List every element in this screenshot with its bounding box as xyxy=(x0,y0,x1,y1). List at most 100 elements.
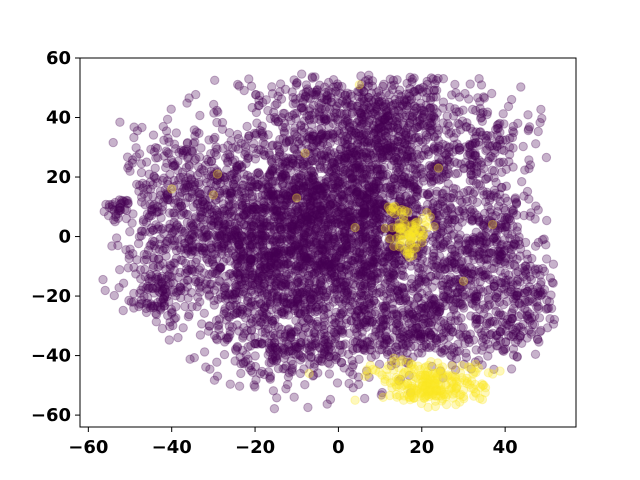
data-point xyxy=(278,249,288,259)
data-point xyxy=(279,263,289,273)
data-point xyxy=(302,239,312,249)
data-point xyxy=(287,209,297,219)
data-point xyxy=(257,209,267,219)
data-point xyxy=(298,232,308,242)
data-point xyxy=(126,297,137,307)
data-point xyxy=(241,202,252,213)
data-point xyxy=(355,219,365,229)
data-point xyxy=(286,154,296,164)
data-point xyxy=(358,211,369,222)
data-point xyxy=(204,257,214,268)
data-point xyxy=(204,135,214,145)
data-point xyxy=(329,157,339,168)
data-point xyxy=(241,158,251,169)
data-point xyxy=(142,184,153,195)
data-point xyxy=(453,222,463,232)
data-point xyxy=(429,131,439,142)
data-point xyxy=(324,352,334,362)
data-point xyxy=(232,226,243,236)
data-point xyxy=(268,193,279,203)
data-point xyxy=(299,230,309,240)
data-point xyxy=(245,229,255,240)
data-point xyxy=(205,321,215,331)
data-point xyxy=(279,353,289,363)
data-point xyxy=(448,111,459,121)
data-point xyxy=(196,207,206,217)
data-point xyxy=(291,315,301,326)
data-point xyxy=(237,254,247,264)
data-point xyxy=(278,188,288,198)
data-point xyxy=(319,240,329,251)
data-point xyxy=(232,186,242,196)
data-point xyxy=(147,283,157,293)
data-point xyxy=(238,357,249,368)
data-point xyxy=(259,253,270,263)
data-point xyxy=(335,308,346,319)
data-point xyxy=(234,244,244,255)
data-point xyxy=(236,246,246,256)
data-point xyxy=(191,257,201,268)
data-point xyxy=(232,268,242,278)
data-point xyxy=(476,80,487,90)
data-point xyxy=(236,217,246,227)
data-point xyxy=(283,310,294,320)
data-point xyxy=(472,210,482,220)
data-point xyxy=(242,121,252,132)
data-point xyxy=(228,179,238,189)
data-point xyxy=(405,183,415,193)
data-point xyxy=(329,203,339,214)
data-point xyxy=(401,191,412,201)
data-point xyxy=(316,277,326,288)
data-point xyxy=(300,308,311,318)
data-point xyxy=(218,222,228,232)
data-point xyxy=(248,231,258,242)
data-point xyxy=(169,139,180,149)
data-point xyxy=(296,299,306,309)
data-point xyxy=(186,259,196,270)
data-point xyxy=(308,210,319,221)
data-point xyxy=(359,203,370,213)
data-point xyxy=(155,234,166,244)
data-point xyxy=(310,147,321,157)
data-point xyxy=(239,269,250,279)
data-point xyxy=(305,275,315,286)
data-point xyxy=(468,195,478,205)
data-point xyxy=(302,218,313,228)
data-point xyxy=(297,236,307,246)
data-point xyxy=(522,186,533,197)
data-point xyxy=(247,191,258,202)
data-point xyxy=(257,183,267,193)
data-point xyxy=(202,276,212,286)
data-point xyxy=(292,288,302,299)
data-point xyxy=(182,275,192,285)
data-point xyxy=(162,236,173,246)
data-point xyxy=(203,230,214,240)
data-point xyxy=(255,214,266,225)
data-point xyxy=(239,193,250,204)
data-point xyxy=(266,166,276,176)
data-point xyxy=(183,312,194,322)
data-point xyxy=(246,254,256,264)
data-point xyxy=(275,162,286,172)
data-point xyxy=(405,332,415,342)
data-point xyxy=(251,148,262,159)
data-point xyxy=(285,230,295,240)
data-point xyxy=(257,177,268,187)
data-point xyxy=(207,269,217,279)
data-point xyxy=(339,193,349,204)
data-point xyxy=(297,103,307,113)
data-point xyxy=(331,219,341,229)
data-point xyxy=(324,233,334,243)
data-point xyxy=(304,254,315,264)
data-point xyxy=(346,235,357,246)
data-point xyxy=(334,312,345,323)
data-point xyxy=(191,154,201,164)
data-point xyxy=(237,236,247,246)
data-point xyxy=(290,144,300,155)
data-point xyxy=(322,250,332,260)
data-point xyxy=(516,301,526,311)
data-point xyxy=(255,241,266,251)
data-point xyxy=(315,239,326,250)
data-point xyxy=(282,379,293,390)
data-point xyxy=(148,130,159,140)
